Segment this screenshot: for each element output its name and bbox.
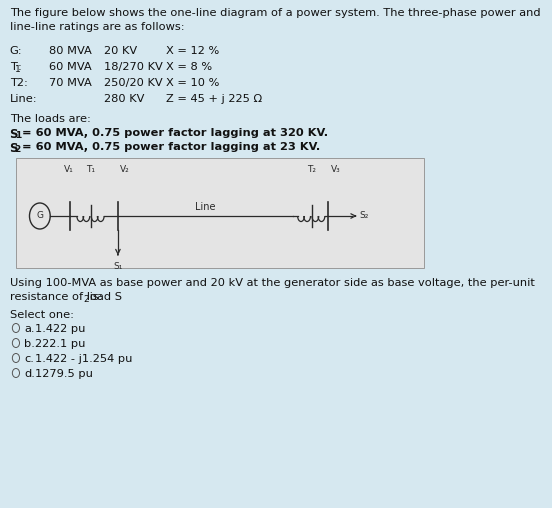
Text: X = 10 %: X = 10 % (166, 78, 219, 88)
Text: X = 12 %: X = 12 % (166, 46, 219, 56)
Text: S₁: S₁ (113, 262, 123, 271)
Text: S: S (9, 142, 18, 155)
Text: The figure below shows the one-line diagram of a power system. The three-phase p: The figure below shows the one-line diag… (9, 8, 540, 18)
Text: T₂: T₂ (307, 165, 316, 174)
Text: 1: 1 (15, 65, 20, 74)
Text: is:: is: (86, 292, 103, 302)
Text: 250/20 KV: 250/20 KV (104, 78, 162, 88)
Text: Line: Line (195, 202, 216, 212)
Text: Using 100-MVA as base power and 20 kV at the generator side as base voltage, the: Using 100-MVA as base power and 20 kV at… (9, 278, 534, 288)
Text: Z = 45 + j 225 Ω: Z = 45 + j 225 Ω (166, 94, 262, 104)
Text: T2:: T2: (9, 78, 28, 88)
Text: 20 KV: 20 KV (104, 46, 137, 56)
Text: T₁: T₁ (86, 165, 95, 174)
Text: 280 KV: 280 KV (104, 94, 144, 104)
Text: Select one:: Select one: (9, 310, 73, 320)
Text: 18/270 KV: 18/270 KV (104, 62, 162, 72)
Text: 80 MVA: 80 MVA (50, 46, 92, 56)
Text: 60 MVA: 60 MVA (50, 62, 92, 72)
Text: b.: b. (24, 339, 35, 349)
Text: :: : (18, 62, 22, 72)
Text: a.: a. (24, 324, 34, 334)
Text: 70 MVA: 70 MVA (50, 78, 92, 88)
Text: 1279.5 pu: 1279.5 pu (35, 369, 93, 379)
Text: line-line ratings are as follows:: line-line ratings are as follows: (9, 22, 184, 32)
Text: Line:: Line: (9, 94, 37, 104)
Text: 1.422 pu: 1.422 pu (35, 324, 86, 334)
Text: S: S (9, 128, 18, 141)
Text: G: G (36, 211, 44, 220)
Bar (16, 158, 424, 268)
Text: 2: 2 (15, 144, 21, 153)
Text: = 60 MVA, 0.75 power factor lagging at 320 KV.: = 60 MVA, 0.75 power factor lagging at 3… (18, 128, 328, 138)
Text: The loads are:: The loads are: (9, 114, 91, 124)
Text: G:: G: (9, 46, 22, 56)
Text: = 60 MVA, 0.75 power factor lagging at 23 KV.: = 60 MVA, 0.75 power factor lagging at 2… (18, 142, 320, 152)
Text: T: T (9, 62, 17, 72)
Text: S₂: S₂ (359, 211, 369, 220)
Text: d.: d. (24, 369, 35, 379)
Text: 222.1 pu: 222.1 pu (35, 339, 86, 349)
Text: V₃: V₃ (331, 165, 340, 174)
Text: c.: c. (24, 354, 34, 364)
Text: 2: 2 (83, 295, 88, 303)
Text: X = 8 %: X = 8 % (166, 62, 212, 72)
Text: 1: 1 (15, 131, 21, 140)
Text: V₁: V₁ (63, 165, 73, 174)
Text: 1.422 - j1.254 pu: 1.422 - j1.254 pu (35, 354, 132, 364)
Text: V₂: V₂ (120, 165, 129, 174)
Text: resistance of load S: resistance of load S (9, 292, 121, 302)
